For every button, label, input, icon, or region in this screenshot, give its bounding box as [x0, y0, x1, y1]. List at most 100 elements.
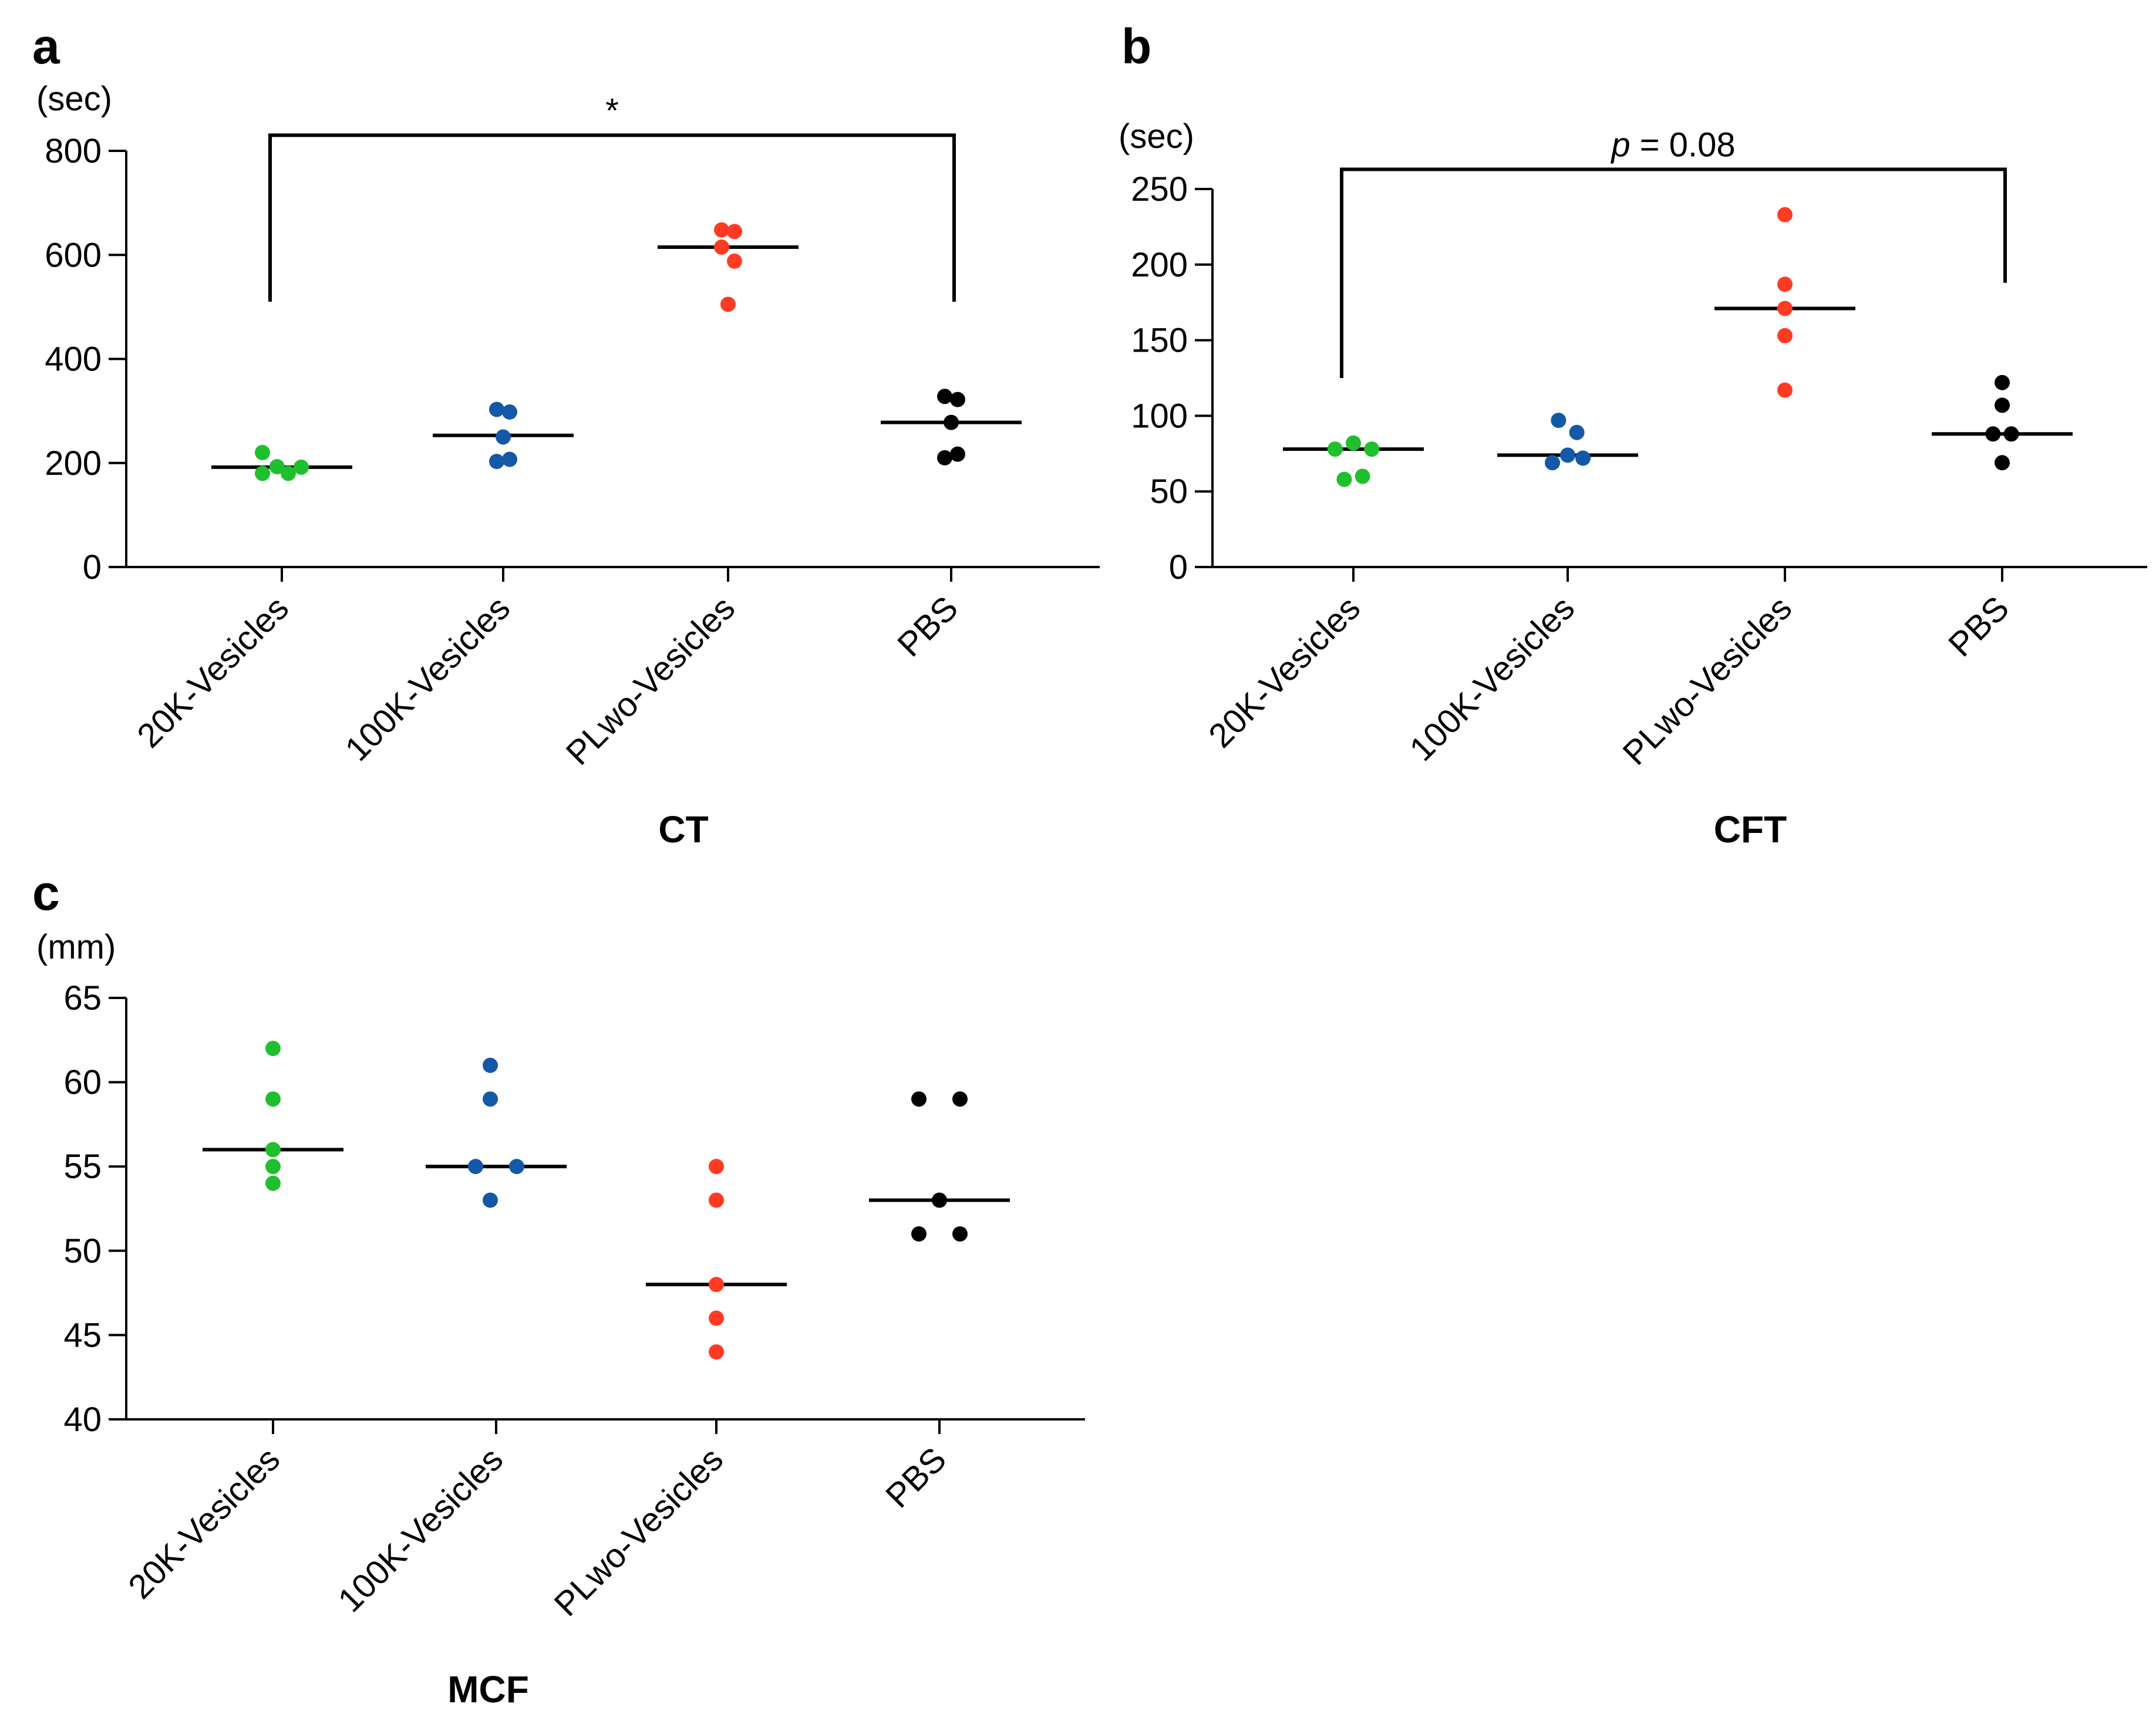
x-category-label: PBS [1941, 589, 2016, 664]
data-point [509, 1159, 524, 1175]
data-point [265, 1041, 281, 1057]
x-category-label: 20K-Vesicles [1201, 589, 1367, 755]
series-plwo-vesicles [658, 222, 799, 312]
significance-label: p = 0.08 [1610, 126, 1735, 164]
data-point [281, 465, 296, 481]
x-category-label: PBS [878, 1440, 954, 1515]
data-point [1777, 328, 1793, 343]
data-point [1355, 468, 1370, 484]
data-point [502, 451, 517, 467]
data-point [1545, 455, 1560, 471]
y-tick-label: 800 [45, 132, 102, 170]
y-tick-label: 50 [63, 1232, 102, 1270]
data-point [1551, 413, 1567, 429]
y-tick-label: 45 [63, 1316, 102, 1354]
y-tick-label: 400 [45, 340, 102, 379]
panel-b-cft-chart: b (sec) 0 50 100 150 200 250 20K-Vesicles 100K-Ve… [1119, 19, 2147, 851]
series-pbs [1932, 375, 2073, 471]
data-point [709, 1192, 724, 1208]
y-unit-label: (sec) [36, 80, 112, 118]
y-tick-label: 200 [1131, 246, 1188, 284]
data-point [489, 454, 504, 470]
panel-a-ct-chart: a (sec) 0 200 400 600 800 20K-Vesicles 100K-Vesi… [32, 19, 1100, 851]
panel-letter: b [1121, 19, 1151, 74]
series-100k-vesicles [426, 1057, 567, 1208]
data-point [720, 296, 736, 312]
data-point [483, 1057, 498, 1073]
x-category-label: PLwo-Vesicles [547, 1440, 731, 1624]
significance-value: = 0.08 [1631, 126, 1736, 164]
data-point [727, 224, 742, 239]
y-tick-label: 50 [1150, 473, 1188, 511]
significance-value: * [605, 92, 619, 130]
x-category-label: 20K-Vesicles [121, 1440, 287, 1606]
y-tick-label: 250 [1131, 170, 1188, 208]
data-point [496, 429, 511, 445]
data-point [1995, 397, 2010, 413]
data-point [950, 446, 965, 462]
data-point [727, 253, 742, 269]
data-point [1995, 455, 2010, 471]
data-point [1327, 441, 1343, 457]
data-point [714, 222, 729, 238]
x-axis-title: CT [658, 808, 708, 851]
data-point [265, 1159, 281, 1175]
y-tick-label: 55 [63, 1148, 102, 1186]
data-point [911, 1091, 927, 1107]
data-point [1777, 301, 1793, 316]
data-point [489, 402, 504, 417]
data-point [255, 465, 270, 481]
y-tick-label: 65 [63, 979, 102, 1017]
data-point [1346, 435, 1361, 451]
y-tick-label: 0 [83, 548, 102, 586]
data-point [952, 1226, 968, 1242]
x-axis-title: CFT [1714, 808, 1787, 851]
x-axis-title: MCF [447, 1668, 529, 1710]
significance-bracket [1340, 167, 2007, 378]
x-category-label: 100K-Vesicles [338, 589, 517, 768]
data-point [911, 1226, 927, 1242]
series-100k-vesicles [433, 402, 574, 470]
x-category-label: 20K-Vesicles [130, 589, 296, 755]
series-pbs [869, 1091, 1010, 1242]
data-point [483, 1192, 498, 1208]
data-point [265, 1142, 281, 1158]
panel-c-mcf-chart: c (mm) 40 45 50 55 60 65 20K-Vesicles 100K-Vesicl… [32, 865, 1085, 1710]
series-plwo-vesicles [646, 1159, 787, 1360]
data-point [1575, 450, 1591, 466]
data-point [932, 1192, 947, 1208]
data-point [1777, 207, 1793, 222]
series-100k-vesicles [1497, 413, 1638, 471]
series-plwo-vesicles [1714, 207, 1855, 398]
y-tick-label: 100 [1131, 397, 1188, 435]
x-category-label: PLwo-Vesicles [559, 589, 743, 772]
series-20k-vesicles [211, 445, 352, 481]
series-20k-vesicles [1283, 435, 1424, 487]
x-category-label: PLwo-Vesicles [1616, 589, 1800, 772]
data-point [709, 1159, 724, 1175]
data-point [1364, 441, 1380, 457]
y-tick-label: 600 [45, 236, 102, 274]
data-point [709, 1344, 724, 1360]
data-point [269, 458, 285, 474]
panel-letter: a [32, 19, 60, 74]
data-point [950, 392, 965, 407]
data-point [2003, 426, 2019, 442]
data-point [952, 1091, 968, 1107]
y-tick-label: 0 [1169, 548, 1188, 586]
x-category-label: 100K-Vesicles [1402, 589, 1582, 768]
series-20k-vesicles [203, 1041, 343, 1191]
p-symbol: p [1610, 126, 1630, 164]
data-point [1569, 424, 1585, 440]
significance-bracket [268, 133, 956, 302]
series-pbs [881, 389, 1022, 465]
y-tick-label: 150 [1131, 322, 1188, 360]
data-point [1777, 382, 1793, 398]
data-point [1560, 447, 1575, 463]
data-point [483, 1091, 498, 1107]
data-point [709, 1310, 724, 1326]
data-point [294, 459, 309, 475]
data-point [709, 1277, 724, 1293]
data-point [265, 1091, 281, 1107]
